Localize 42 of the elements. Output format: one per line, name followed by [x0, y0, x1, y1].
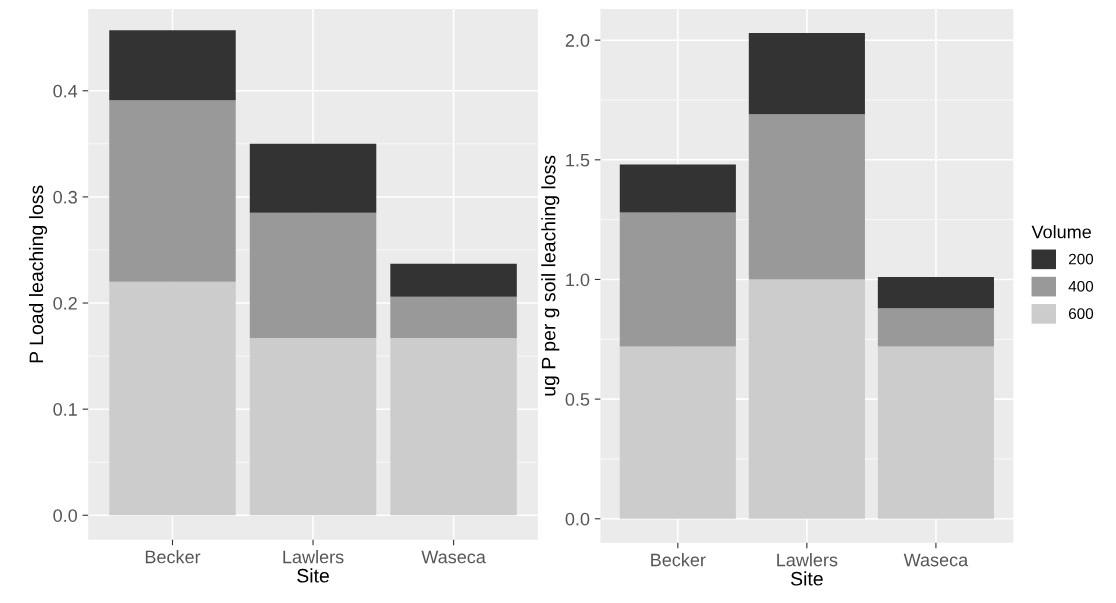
y-tick-label: 0.3: [53, 190, 77, 204]
y-tick-label: 0.1: [53, 403, 77, 416]
bar: [748, 279, 865, 519]
y-tick-label: 2.0: [565, 34, 590, 47]
bar: [390, 263, 517, 297]
y-tick-label: 0.5: [565, 393, 590, 406]
legend-label: 200: [1068, 253, 1094, 265]
bar: [109, 281, 236, 516]
x-axis-title: Site: [791, 571, 823, 586]
x-tick-label: Lawlers: [777, 553, 838, 567]
bar: [249, 212, 377, 339]
x-tick-label: Becker: [145, 550, 201, 564]
bar: [390, 296, 517, 339]
x-tick-label: Waseca: [421, 550, 486, 564]
bar: [109, 100, 236, 282]
y-axis-title: P Load leaching loss: [28, 185, 48, 363]
y-tick-label: 1.5: [566, 153, 590, 167]
y-tick-label: 0.4: [53, 84, 78, 98]
bar: [390, 338, 517, 516]
bar: [877, 346, 994, 519]
y-tick-label: 0.2: [53, 296, 77, 310]
y-tick-label: 1.0: [566, 273, 590, 287]
bar: [249, 143, 377, 213]
legend-label: 600: [1068, 308, 1094, 320]
legend-label: 400: [1068, 280, 1094, 292]
y-tick-label: 0.0: [53, 509, 78, 522]
bar: [619, 346, 736, 519]
y-axis-title: ug P per g soil leaching loss: [541, 155, 560, 396]
x-tick-label: Becker: [651, 553, 706, 567]
bar: [877, 277, 994, 309]
x-tick-label: Lawlers: [283, 550, 344, 564]
bar: [619, 212, 736, 347]
x-axis-title: Site: [297, 568, 329, 583]
bar: [748, 32, 865, 115]
legend-title: Volume: [1031, 225, 1091, 239]
bar: [249, 338, 377, 516]
bar: [109, 30, 236, 101]
bar: [619, 164, 736, 213]
bar: [748, 114, 865, 280]
x-tick-label: Waseca: [903, 553, 969, 567]
bar: [877, 308, 994, 347]
y-tick-label: 0.0: [565, 512, 590, 526]
